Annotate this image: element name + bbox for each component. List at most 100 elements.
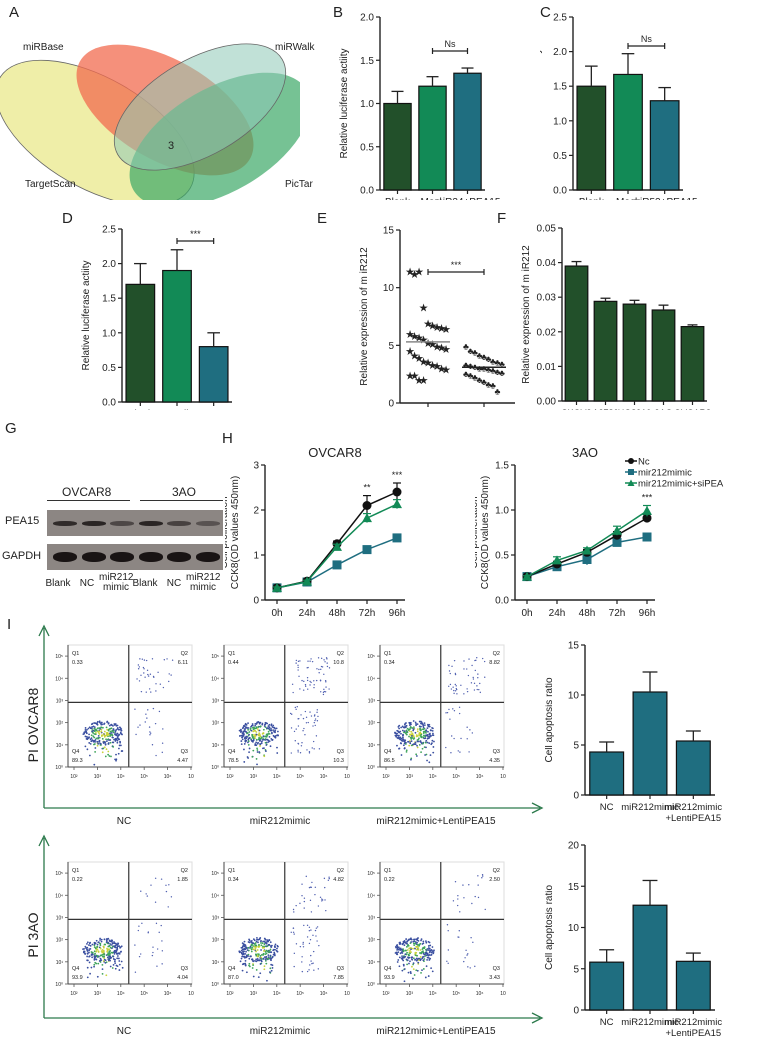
y-tick-label: 0.5 — [495, 551, 509, 562]
event-dot — [427, 735, 429, 738]
event-dot — [147, 673, 149, 676]
event-dot — [299, 752, 302, 754]
y-tick-label: 0.01 — [537, 362, 557, 373]
event-dot — [121, 750, 124, 752]
event-dot — [117, 734, 120, 737]
event-dot — [254, 733, 256, 736]
event-dot — [112, 955, 115, 958]
event-dot — [248, 747, 251, 750]
event-dot — [93, 733, 96, 735]
event-dot — [459, 911, 461, 913]
event-dot — [405, 749, 408, 752]
panel-label-i: I — [7, 616, 12, 633]
event-dot — [428, 742, 431, 745]
arrow-right-icon — [531, 1012, 544, 1024]
event-dot — [88, 951, 90, 954]
event-dot — [109, 950, 112, 952]
flow-tick-label: 10⁵ — [211, 871, 219, 877]
event-dot — [432, 732, 434, 735]
event-dot — [295, 662, 297, 664]
event-dot — [266, 727, 269, 729]
event-dot — [87, 959, 89, 962]
y-tick-label: 0.00 — [537, 397, 557, 408]
event-dot — [306, 936, 309, 938]
event-dot — [247, 722, 249, 725]
event-dot — [264, 723, 267, 726]
event-dot — [115, 753, 117, 756]
event-dot — [308, 969, 310, 971]
event-dot — [301, 961, 303, 963]
x-tick-label: miR212mimic — [665, 802, 723, 813]
event-dot — [428, 947, 431, 950]
event-dot — [431, 727, 434, 730]
event-dot — [241, 738, 244, 741]
event-dot — [93, 722, 96, 724]
event-dot — [467, 953, 469, 955]
event-dot — [271, 967, 274, 969]
event-dot — [264, 951, 267, 953]
event-dot — [467, 966, 469, 968]
venn-diagram: miRBase miRWalk TargetScan PicTar 3 — [0, 42, 300, 200]
event-dot — [247, 757, 250, 759]
event-dot — [276, 752, 279, 754]
event-dot — [446, 711, 449, 714]
event-dot — [270, 729, 273, 732]
event-dot — [324, 661, 326, 663]
bar — [418, 85, 447, 191]
event-dot — [115, 950, 118, 952]
event-dot — [479, 691, 482, 694]
event-dot — [106, 938, 109, 940]
event-dot — [428, 761, 431, 764]
event-dot — [419, 741, 422, 743]
event-dot — [303, 680, 305, 683]
event-dot — [303, 897, 306, 899]
flow-tick-label: 10⁶ — [320, 774, 328, 780]
event-dot — [111, 945, 114, 948]
data-point-normal: ★ — [441, 344, 451, 356]
event-dot — [421, 957, 424, 960]
event-dot — [149, 732, 152, 734]
event-dot — [290, 931, 292, 933]
event-dot — [116, 948, 119, 951]
quadrant-value-q1: 0.44 — [228, 660, 239, 666]
flow-tick-label: 10⁶ — [320, 991, 328, 997]
data-point-tumor: ♣ — [486, 365, 492, 375]
event-dot — [260, 949, 262, 951]
chart-title: 3AO — [572, 445, 598, 460]
event-dot — [427, 724, 430, 727]
event-dot — [396, 947, 399, 950]
event-dot — [314, 886, 317, 888]
event-dot — [406, 727, 409, 730]
quadrant-name-q3: Q3 — [181, 966, 188, 972]
event-dot — [241, 969, 244, 972]
event-dot — [144, 676, 146, 678]
y-tick-label: 0 — [388, 399, 394, 410]
event-dot — [138, 925, 140, 927]
event-dot — [273, 951, 276, 954]
event-dot — [88, 961, 91, 964]
event-dot — [89, 742, 92, 745]
quadrant-value-q3: 7.85 — [333, 975, 344, 981]
flow-tick-label: 10 — [344, 774, 350, 780]
event-dot — [405, 729, 408, 732]
data-point-tumor: ♣ — [495, 386, 501, 396]
event-dot — [306, 677, 309, 679]
event-dot — [87, 727, 90, 730]
event-dot — [303, 907, 305, 909]
event-dot — [106, 950, 109, 953]
event-dot — [477, 673, 479, 675]
event-dot — [321, 666, 324, 668]
event-dot — [245, 950, 247, 953]
event-dot — [118, 733, 120, 736]
event-dot — [293, 730, 296, 733]
x-tick-label: miR212+PEA15 — [178, 409, 250, 410]
event-dot — [419, 735, 422, 737]
event-dot — [431, 729, 434, 732]
event-dot — [252, 975, 255, 978]
quadrant-name-q4: Q4 — [72, 749, 79, 755]
event-dot — [98, 721, 101, 724]
event-dot — [457, 750, 459, 752]
event-dot — [407, 944, 410, 947]
x-tick-label: Blank — [385, 197, 411, 200]
blot-band — [167, 552, 191, 562]
